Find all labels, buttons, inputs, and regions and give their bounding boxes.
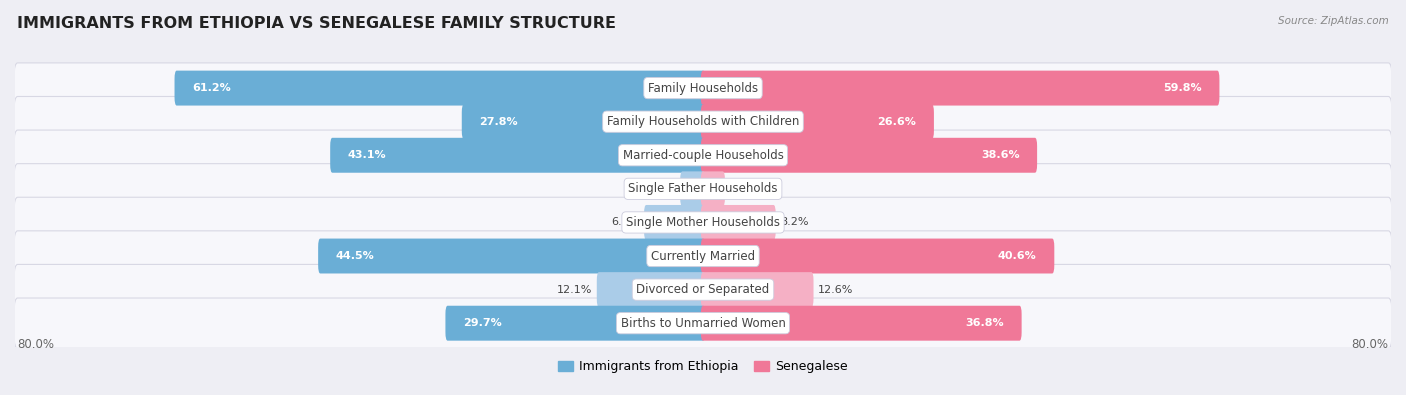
FancyBboxPatch shape (14, 96, 1392, 147)
FancyBboxPatch shape (700, 71, 1219, 105)
Text: 80.0%: 80.0% (18, 337, 55, 350)
Text: 61.2%: 61.2% (193, 83, 231, 93)
Text: 44.5%: 44.5% (336, 251, 374, 261)
FancyBboxPatch shape (700, 272, 814, 307)
FancyBboxPatch shape (700, 171, 725, 206)
FancyBboxPatch shape (14, 164, 1392, 214)
Text: Currently Married: Currently Married (651, 250, 755, 263)
Text: Single Father Households: Single Father Households (628, 182, 778, 196)
Text: 26.6%: 26.6% (877, 117, 917, 127)
FancyBboxPatch shape (14, 298, 1392, 348)
Text: Source: ZipAtlas.com: Source: ZipAtlas.com (1278, 16, 1389, 26)
FancyBboxPatch shape (14, 264, 1392, 315)
Text: Married-couple Households: Married-couple Households (623, 149, 783, 162)
FancyBboxPatch shape (644, 205, 706, 240)
FancyBboxPatch shape (14, 63, 1392, 113)
FancyBboxPatch shape (596, 272, 706, 307)
Text: 40.6%: 40.6% (998, 251, 1036, 261)
Text: 2.4%: 2.4% (647, 184, 675, 194)
Text: 2.3%: 2.3% (730, 184, 758, 194)
Text: 59.8%: 59.8% (1163, 83, 1202, 93)
Text: 80.0%: 80.0% (1351, 337, 1388, 350)
Text: 12.6%: 12.6% (818, 285, 853, 295)
Text: Family Households with Children: Family Households with Children (607, 115, 799, 128)
FancyBboxPatch shape (700, 104, 934, 139)
Text: 27.8%: 27.8% (479, 117, 517, 127)
Text: 6.6%: 6.6% (612, 217, 640, 228)
FancyBboxPatch shape (700, 138, 1038, 173)
FancyBboxPatch shape (700, 205, 776, 240)
Legend: Immigrants from Ethiopia, Senegalese: Immigrants from Ethiopia, Senegalese (553, 356, 853, 378)
Text: 38.6%: 38.6% (981, 150, 1019, 160)
FancyBboxPatch shape (700, 239, 1054, 273)
FancyBboxPatch shape (14, 130, 1392, 181)
FancyBboxPatch shape (681, 171, 706, 206)
FancyBboxPatch shape (700, 306, 1022, 340)
FancyBboxPatch shape (14, 197, 1392, 248)
Text: 43.1%: 43.1% (347, 150, 387, 160)
Text: Single Mother Households: Single Mother Households (626, 216, 780, 229)
Text: 29.7%: 29.7% (463, 318, 502, 328)
Text: 12.1%: 12.1% (557, 285, 592, 295)
FancyBboxPatch shape (318, 239, 706, 273)
Text: 36.8%: 36.8% (966, 318, 1004, 328)
FancyBboxPatch shape (461, 104, 706, 139)
Text: Family Households: Family Households (648, 82, 758, 94)
FancyBboxPatch shape (174, 71, 706, 105)
Text: Divorced or Separated: Divorced or Separated (637, 283, 769, 296)
FancyBboxPatch shape (14, 231, 1392, 281)
Text: IMMIGRANTS FROM ETHIOPIA VS SENEGALESE FAMILY STRUCTURE: IMMIGRANTS FROM ETHIOPIA VS SENEGALESE F… (17, 16, 616, 31)
FancyBboxPatch shape (446, 306, 706, 340)
FancyBboxPatch shape (330, 138, 706, 173)
Text: 8.2%: 8.2% (780, 217, 808, 228)
Text: Births to Unmarried Women: Births to Unmarried Women (620, 317, 786, 330)
